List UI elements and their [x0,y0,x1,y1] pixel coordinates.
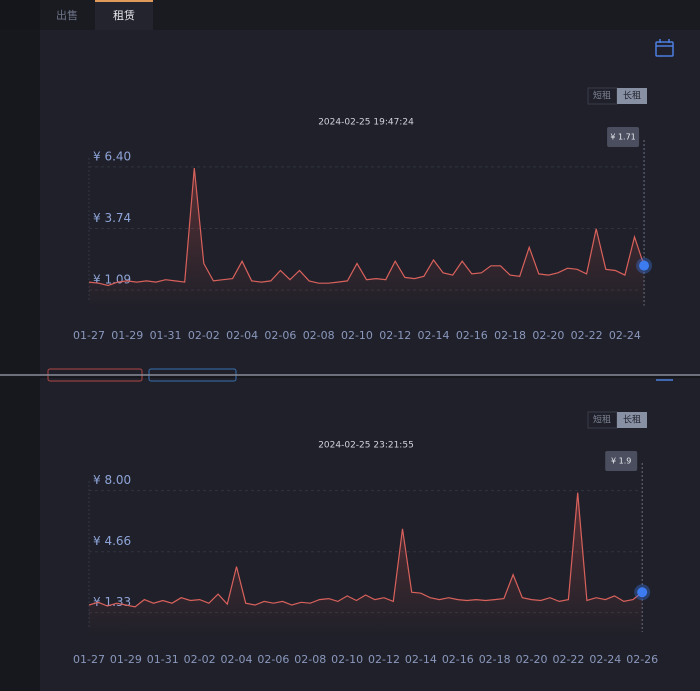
area [89,168,645,311]
y-tick-label: ¥ 4.66 [93,534,131,548]
x-tick-label: 01-27 [73,653,105,666]
panel [40,378,700,691]
x-tick-label: 02-04 [226,329,258,342]
y-tick-label: ¥ 8.00 [93,473,131,487]
line [88,167,645,287]
toggle-label[interactable]: 长租 [623,414,641,426]
timestamp: 2024-02-25 19:47:24 [318,118,414,128]
x-tick-label: 02-02 [184,653,216,666]
toggle-button-active[interactable] [617,412,647,428]
x-tick-label: 02-24 [589,653,621,666]
x-tick-label: 02-06 [264,329,296,342]
x-tick-label: 02-12 [379,329,411,342]
x-tick-label: 02-08 [303,329,335,342]
area [89,492,643,637]
toggle-label[interactable]: 短租 [593,414,611,426]
tab-indicator [95,0,153,2]
x-tick-label: 02-16 [442,653,474,666]
x-tick-label: 02-10 [331,653,363,666]
x-tick-label: 02-10 [341,329,373,342]
x-tick-label: 01-29 [110,653,142,666]
line [88,492,643,608]
x-tick-label: 02-12 [368,653,400,666]
tab[interactable]: 出售 [56,8,78,22]
tab[interactable]: 租赁 [113,8,135,22]
tooltip [605,451,638,471]
x-tick-label: 01-31 [147,653,179,666]
x-tick-label: 02-14 [405,653,437,666]
x-tick-label: 02-18 [479,653,511,666]
tooltip [607,127,640,147]
x-tick-label: 02-08 [294,653,326,666]
panel [40,30,700,375]
x-tick-label: 01-29 [111,329,143,342]
x-tick-label: 02-16 [456,329,488,342]
toggle-label[interactable]: 短租 [593,90,611,102]
x-tick-label: 02-20 [532,329,564,342]
x-tick-label: 02-24 [609,329,641,342]
marker [639,260,650,271]
x-tick-label: 01-31 [150,329,182,342]
x-tick-label: 01-27 [73,329,105,342]
x-tick-label: 02-20 [516,653,548,666]
x-tick-label: 02-14 [418,329,450,342]
y-tick-label: ¥ 3.74 [93,211,131,225]
toggle-label[interactable]: 长租 [623,90,641,102]
timestamp: 2024-02-25 23:21:55 [318,441,414,451]
tab-active[interactable] [95,0,153,30]
marker [637,587,648,598]
tooltip-label: ¥ 1.71 [610,133,635,142]
calendar-icon[interactable] [655,39,674,57]
tooltip-label: ¥ 1.9 [611,457,631,466]
x-tick-label: 02-22 [571,329,603,342]
y-tick-label: ¥ 6.40 [93,149,131,163]
x-tick-label: 02-26 [626,653,658,666]
x-tick-label: 02-06 [257,653,289,666]
x-tick-label: 02-02 [188,329,220,342]
x-tick-label: 02-22 [552,653,584,666]
x-tick-label: 02-18 [494,329,526,342]
toggle-button-active[interactable] [617,88,647,104]
x-tick-label: 02-04 [221,653,253,666]
